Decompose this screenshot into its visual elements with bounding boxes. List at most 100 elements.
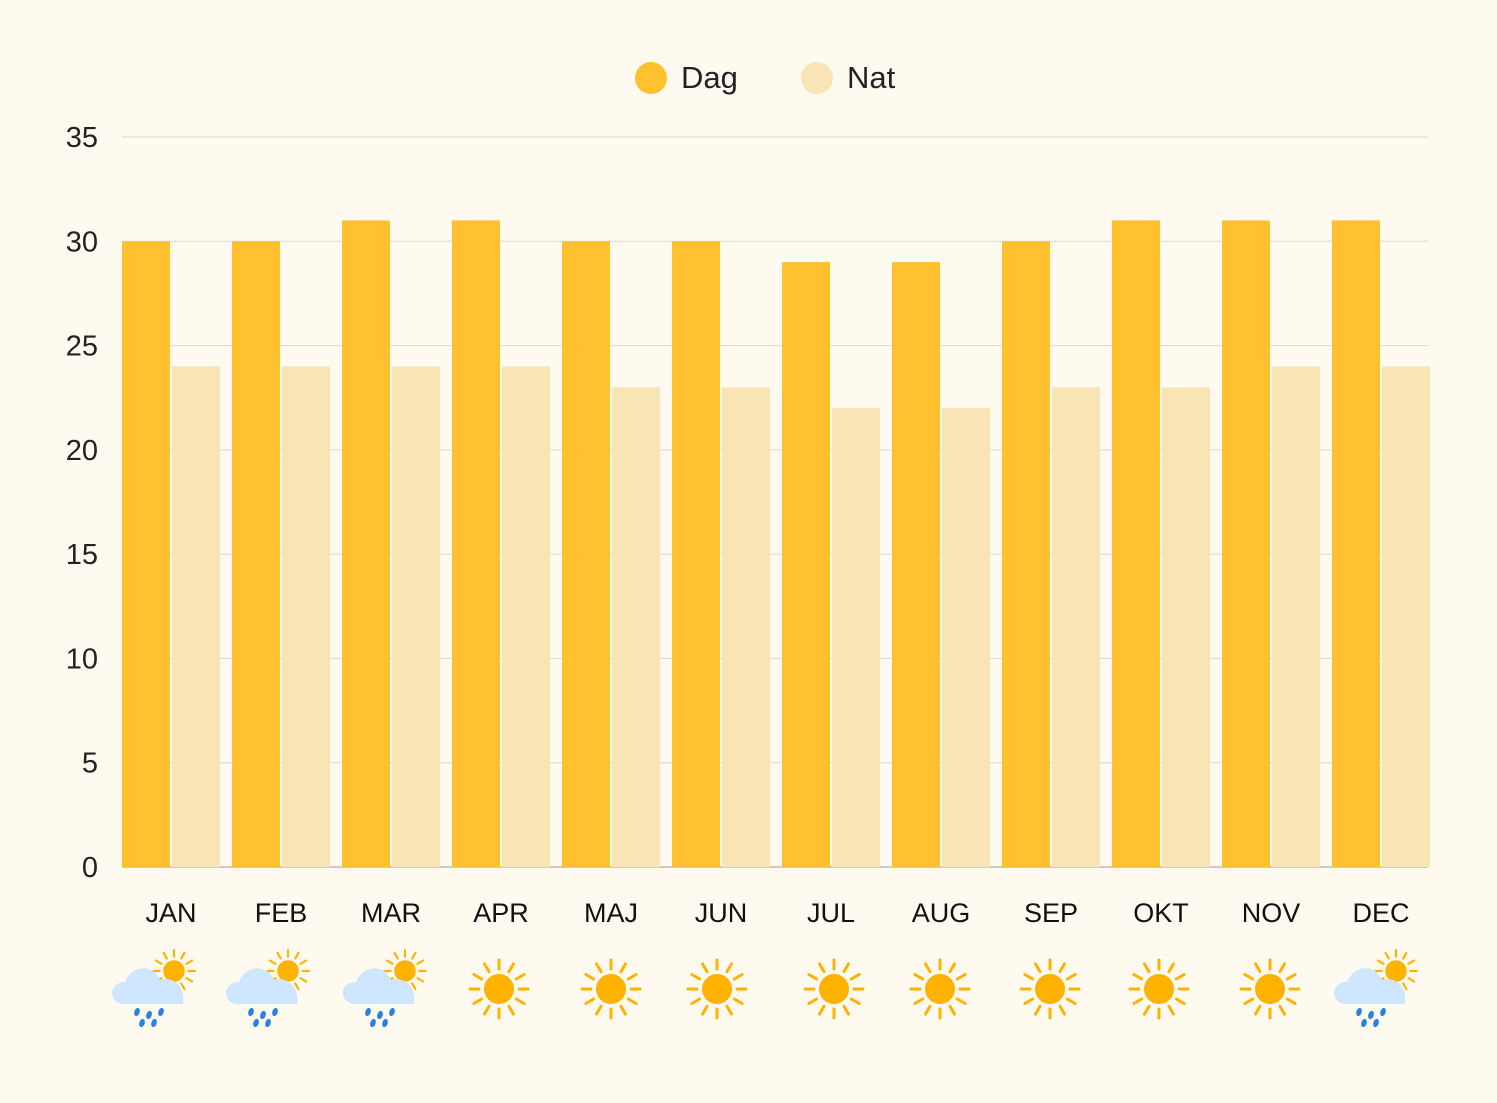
sun-icon-ray	[955, 997, 967, 1005]
bar-dag-maj	[562, 241, 610, 868]
sun-icon-ray	[955, 973, 967, 981]
rain-cloud-sun-icon-rain-drop-0	[365, 1007, 371, 1017]
sun-icon-ray	[1167, 1004, 1175, 1016]
bar-dag-aug	[892, 262, 940, 868]
sun-icon	[1239, 958, 1301, 1020]
rain-cloud-sun-icon-rain-drop-3	[253, 1018, 259, 1028]
sun-icon-ray	[1174, 997, 1186, 1005]
sun-icon	[1128, 958, 1190, 1020]
rain-cloud-sun-icon-cloud	[225, 968, 298, 1004]
rain-cloud-sun-icon-rain-drop-3	[139, 1018, 145, 1028]
rain-cloud-sun-icon-sun-ray	[154, 959, 163, 965]
bar-nat-maj	[612, 387, 660, 867]
sun-icon-ray	[1023, 973, 1035, 981]
bar-dag-okt	[1112, 220, 1160, 867]
bar-dag-sep	[1002, 241, 1050, 868]
bar-dag-mar	[342, 220, 390, 867]
bar-nat-jul	[832, 408, 880, 867]
sun-icon-ray	[619, 1004, 627, 1016]
sun-icon-ray	[701, 1004, 709, 1016]
bar-dag-dec	[1332, 220, 1380, 867]
rain-cloud-sun-icon-sun-disc	[394, 960, 416, 982]
weather-icons	[111, 949, 1418, 1028]
y-tick-label-25: 25	[66, 331, 98, 363]
sun-icon-ray	[913, 973, 925, 981]
month-label-dec: DEC	[1352, 898, 1409, 928]
rain-cloud-sun-icon-sun-ray	[385, 959, 394, 965]
month-label-jan: JAN	[145, 898, 196, 928]
rain-cloud-sun-icon-rain-drop-3	[1361, 1018, 1367, 1028]
month-label-mar: MAR	[361, 898, 421, 928]
x-axis: JAN FEB MAR APR MAJ JUN JUL AUG SEP OKT NOV DEC	[145, 898, 1409, 928]
rain-cloud-sun-icon-sun-disc	[277, 960, 299, 982]
rain-cloud-sun-icon	[111, 949, 196, 1028]
sun-icon-ray	[818, 1004, 826, 1016]
rain-cloud-sun-icon	[225, 949, 310, 1028]
rain-cloud-sun-icon-cloud	[342, 968, 415, 1004]
rain-cloud-sun-icon-rain-drop-2	[1380, 1007, 1386, 1017]
sun-icon-ray	[701, 962, 709, 974]
rain-cloud-sun-icon-cloud	[1333, 968, 1406, 1004]
sun-icon	[686, 958, 748, 1020]
month-label-nov: NOV	[1242, 898, 1301, 928]
rain-cloud-sun-icon-rain-drop-0	[134, 1007, 140, 1017]
sun-icon-ray	[725, 1004, 733, 1016]
sun-icon-ray	[1065, 997, 1077, 1005]
sun-icon-ray	[584, 973, 596, 981]
sun-icon-ray	[1243, 973, 1255, 981]
sun-icon-disc	[1144, 974, 1174, 1004]
sun-icon-ray	[1023, 997, 1035, 1005]
sun-icon-ray	[514, 997, 526, 1005]
bar-nat-okt	[1162, 387, 1210, 867]
rain-cloud-sun-icon-sun	[383, 949, 427, 993]
sun-icon-ray	[924, 1004, 932, 1016]
sun-icon-ray	[842, 1004, 850, 1016]
sun-icon-ray	[1167, 962, 1175, 974]
month-label-aug: AUG	[912, 898, 971, 928]
bar-dag-jul	[782, 262, 830, 868]
rain-cloud-sun-icon-rain-drop-0	[248, 1007, 254, 1017]
sun-icon-ray	[1065, 973, 1077, 981]
sun-icon-disc	[596, 974, 626, 1004]
rain-cloud-sun-icon-sun-ray	[185, 959, 194, 965]
sun-icon-ray	[472, 997, 484, 1005]
legend: Dag Nat	[635, 60, 896, 95]
rain-cloud-sun-icon-rain-drop-1	[377, 1010, 383, 1020]
sun-icon-ray	[626, 997, 638, 1005]
rain-cloud-sun-icon-sun-ray	[299, 977, 308, 983]
bar-dag-feb	[232, 241, 280, 868]
bar-nat-mar	[392, 366, 440, 867]
bar-nat-apr	[502, 366, 550, 867]
y-tick-label-20: 20	[66, 435, 98, 467]
month-label-sep: SEP	[1024, 898, 1078, 928]
sun-icon-ray	[732, 997, 744, 1005]
sun-icon-ray	[472, 973, 484, 981]
month-label-maj: MAJ	[584, 898, 638, 928]
sun-icon-ray	[842, 962, 850, 974]
rain-cloud-sun-icon-sun-ray	[299, 959, 308, 965]
sun-icon-ray	[690, 973, 702, 981]
legend-label-nat: Nat	[847, 60, 896, 95]
sun-icon	[580, 958, 642, 1020]
sun-icon-ray	[1174, 973, 1186, 981]
rain-cloud-sun-icon-sun-ray	[276, 951, 282, 960]
rain-cloud-sun-icon-sun-disc	[1385, 960, 1407, 982]
sun-icon-ray	[1143, 1004, 1151, 1016]
bar-nat-dec	[1382, 366, 1430, 867]
sun-icon	[803, 958, 865, 1020]
sun-icon-ray	[1243, 997, 1255, 1005]
rain-cloud-sun-icon-sun-ray	[1407, 977, 1416, 983]
y-tick-label-30: 30	[66, 226, 98, 258]
sun-icon-ray	[1143, 962, 1151, 974]
sun-icon-ray	[1058, 962, 1066, 974]
sun-icon-ray	[1058, 1004, 1066, 1016]
rain-cloud-sun-icon-sun-disc	[163, 960, 185, 982]
sun-icon-disc	[484, 974, 514, 1004]
sun-icon-ray	[1285, 997, 1297, 1005]
month-label-apr: APR	[473, 898, 529, 928]
sun-icon	[1019, 958, 1081, 1020]
sun-icon-ray	[1278, 962, 1286, 974]
bar-dag-jun	[672, 241, 720, 868]
sun-icon-ray	[1132, 997, 1144, 1005]
sun-icon-disc	[819, 974, 849, 1004]
